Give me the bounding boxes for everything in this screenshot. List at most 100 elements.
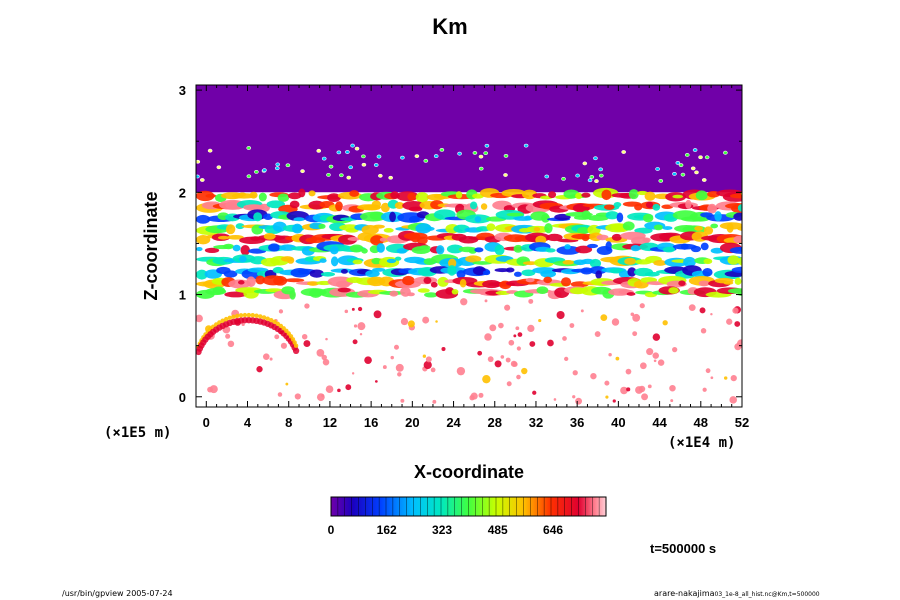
band-mark — [389, 211, 396, 223]
band-mark — [627, 267, 637, 277]
band-mark — [613, 201, 622, 208]
upper-speck — [587, 178, 593, 183]
lower-patch — [357, 322, 366, 331]
band-mark — [383, 228, 394, 233]
band-mark — [525, 277, 535, 283]
band-mark — [273, 275, 288, 286]
lower-patch — [294, 393, 301, 400]
lower-patch — [646, 348, 654, 356]
upper-speck — [326, 172, 331, 177]
band-mark — [327, 193, 341, 202]
band-mark — [212, 286, 226, 295]
band-mark — [702, 267, 713, 277]
upper-speck — [216, 165, 222, 170]
upper-speck — [316, 148, 322, 153]
band-mark — [644, 191, 656, 201]
band-mark — [587, 243, 599, 249]
band-mark — [365, 270, 380, 278]
band-mark — [545, 248, 556, 253]
upper-speck — [589, 175, 595, 179]
lower-patch — [612, 399, 616, 403]
band-mark — [605, 241, 612, 252]
band-mark — [345, 227, 359, 233]
upper-speck — [675, 161, 681, 165]
band-mark — [319, 258, 327, 263]
band-mark — [307, 281, 319, 286]
upper-speck — [621, 150, 626, 154]
lower-patch — [506, 381, 512, 387]
lower-patch — [512, 361, 518, 367]
band-mark — [605, 211, 619, 220]
lower-patch — [604, 380, 610, 386]
lower-patch — [484, 333, 492, 341]
band-mark — [371, 257, 382, 265]
y-tick-label: 1 — [179, 288, 186, 303]
arc-mark — [275, 321, 280, 326]
lower-patch — [325, 337, 328, 341]
upper-speck — [678, 163, 684, 168]
band-mark — [683, 256, 696, 268]
lower-patch — [241, 322, 245, 326]
lower-patch — [321, 354, 327, 361]
band-mark — [740, 190, 742, 196]
x-tick-label: 28 — [488, 415, 502, 430]
band-mark — [196, 246, 203, 252]
band-mark — [560, 277, 572, 287]
lower-patch — [345, 384, 352, 391]
upper-speck — [690, 166, 696, 171]
upper-speck — [423, 158, 429, 163]
band-mark — [372, 224, 385, 229]
lower-patch — [374, 380, 378, 383]
band-mark — [340, 269, 348, 274]
lower-patch — [390, 355, 394, 360]
lower-patch — [505, 357, 511, 363]
lower-patch — [470, 392, 478, 400]
upper-speck — [339, 173, 344, 178]
lower-patch — [400, 317, 409, 326]
band-mark — [672, 194, 684, 199]
upper-speck — [561, 176, 566, 181]
band-mark — [430, 281, 438, 288]
x-tick-label: 40 — [611, 415, 625, 430]
lower-patch — [508, 339, 515, 346]
lower-patch — [726, 318, 733, 325]
band-mark — [196, 269, 208, 280]
band-mark — [223, 270, 238, 278]
lower-patch — [657, 359, 665, 366]
band-mark — [734, 277, 742, 285]
upper-speck — [723, 150, 728, 155]
band-mark — [662, 226, 673, 230]
band-mark — [506, 212, 524, 217]
time-label: t=500000 s — [650, 541, 717, 556]
arc-mark — [227, 315, 232, 321]
lower-patch — [515, 326, 520, 331]
lower-patch — [500, 355, 505, 359]
band-mark — [447, 265, 457, 276]
lower-patch — [425, 356, 432, 363]
lower-patch — [303, 340, 311, 348]
band-mark — [541, 213, 550, 223]
lower-patch — [382, 365, 387, 370]
arc-mark — [268, 317, 274, 323]
band-mark — [652, 203, 661, 211]
band-mark — [729, 246, 742, 254]
band-mark — [335, 201, 343, 212]
band-mark — [482, 270, 491, 276]
lower-patch — [196, 314, 203, 323]
lower-patch — [353, 324, 358, 328]
band-mark — [289, 290, 296, 300]
x-tick-label: 20 — [405, 415, 419, 430]
band-mark — [291, 223, 303, 234]
band-mark — [223, 243, 234, 250]
upper-speck — [262, 168, 267, 173]
region-upper — [196, 85, 742, 193]
arc-mark — [292, 347, 300, 355]
band-mark — [494, 244, 505, 256]
band-mark — [424, 226, 435, 231]
band-mark — [253, 212, 263, 222]
band-mark — [513, 244, 523, 253]
lower-patch — [569, 323, 575, 328]
lower-patch — [532, 390, 537, 395]
band-mark — [309, 269, 324, 278]
